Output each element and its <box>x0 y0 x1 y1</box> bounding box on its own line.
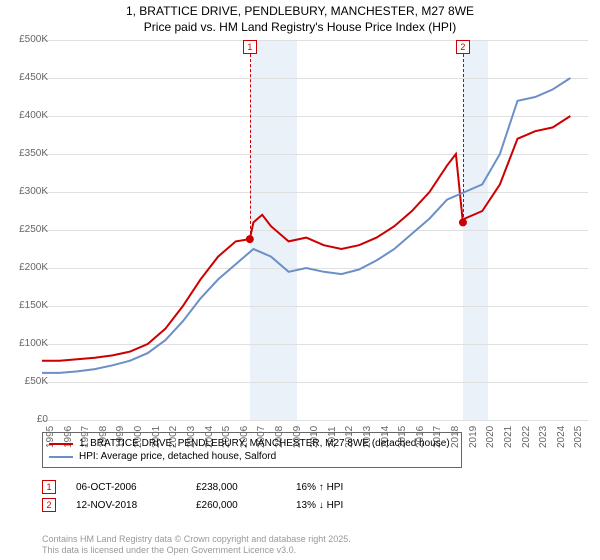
chart-title: 1, BRATTICE DRIVE, PENDLEBURY, MANCHESTE… <box>0 0 600 35</box>
gridline-h <box>42 420 588 421</box>
copyright-line1: Contains HM Land Registry data © Crown c… <box>42 534 351 544</box>
legend-label: HPI: Average price, detached house, Salf… <box>79 451 276 462</box>
sale-row: 2 12-NOV-2018 £260,000 13% ↓ HPI <box>42 496 376 514</box>
ytick-label: £0 <box>0 414 48 425</box>
legend-item: 1, BRATTICE DRIVE, PENDLEBURY, MANCHESTE… <box>49 437 455 450</box>
ytick-label: £450K <box>0 72 48 83</box>
ytick-label: £200K <box>0 262 48 273</box>
legend-box: 1, BRATTICE DRIVE, PENDLEBURY, MANCHESTE… <box>42 432 462 468</box>
copyright-notice: Contains HM Land Registry data © Crown c… <box>42 534 351 556</box>
sale-dot-1 <box>246 235 254 243</box>
legend-label: 1, BRATTICE DRIVE, PENDLEBURY, MANCHESTE… <box>79 438 450 449</box>
legend-swatch <box>49 456 73 458</box>
sale-price: £238,000 <box>196 482 276 493</box>
copyright-line2: This data is licensed under the Open Gov… <box>42 545 296 555</box>
ytick-label: £300K <box>0 186 48 197</box>
xtick-label: 2021 <box>503 426 514 448</box>
legend-swatch <box>49 443 73 445</box>
sale-date: 06-OCT-2006 <box>76 482 176 493</box>
xtick-label: 2019 <box>468 426 479 448</box>
xtick-label: 2020 <box>485 426 496 448</box>
ytick-label: £50K <box>0 376 48 387</box>
legend-item: HPI: Average price, detached house, Salf… <box>49 450 455 463</box>
sale-delta: 16% ↑ HPI <box>296 482 376 493</box>
sale-row: 1 06-OCT-2006 £238,000 16% ↑ HPI <box>42 478 376 496</box>
chart-plot-area: 12 <box>42 40 588 420</box>
sales-table: 1 06-OCT-2006 £238,000 16% ↑ HPI 2 12-NOV-201… <box>42 478 376 514</box>
series-hpi <box>42 78 570 373</box>
sale-delta: 13% ↓ HPI <box>296 500 376 511</box>
xtick-label: 2025 <box>573 426 584 448</box>
sale-date: 12-NOV-2018 <box>76 500 176 511</box>
title-line1: 1, BRATTICE DRIVE, PENDLEBURY, MANCHESTE… <box>0 4 600 20</box>
ytick-label: £100K <box>0 338 48 349</box>
ytick-label: £250K <box>0 224 48 235</box>
sale-price: £260,000 <box>196 500 276 511</box>
ytick-label: £500K <box>0 34 48 45</box>
xtick-label: 2022 <box>521 426 532 448</box>
sale-dot-2 <box>459 218 467 226</box>
ytick-label: £400K <box>0 110 48 121</box>
ytick-label: £150K <box>0 300 48 311</box>
xtick-label: 2024 <box>556 426 567 448</box>
series-price_paid <box>42 116 570 361</box>
title-line2: Price paid vs. HM Land Registry's House … <box>0 20 600 36</box>
xtick-label: 2023 <box>538 426 549 448</box>
ytick-label: £350K <box>0 148 48 159</box>
sale-row-marker: 2 <box>42 498 56 512</box>
chart-lines <box>42 40 588 420</box>
sale-row-marker: 1 <box>42 480 56 494</box>
